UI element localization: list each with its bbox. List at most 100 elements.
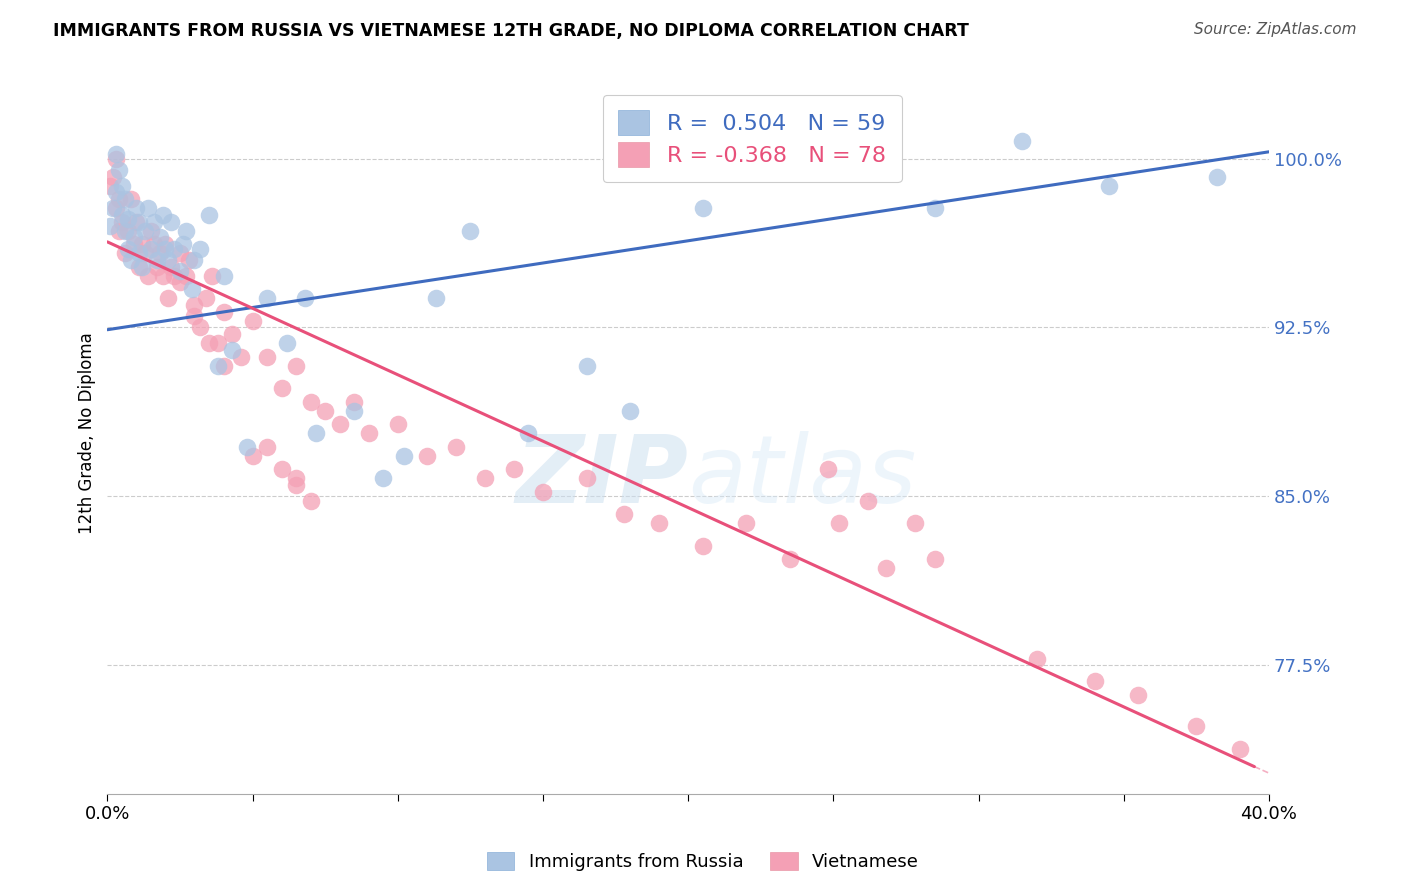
Point <box>692 201 714 215</box>
Point <box>131 260 153 274</box>
Point <box>152 268 174 283</box>
Point <box>817 462 839 476</box>
Point <box>517 426 540 441</box>
Point <box>125 201 148 215</box>
Point <box>1025 651 1047 665</box>
Point <box>648 516 671 531</box>
Point <box>212 359 235 373</box>
Point <box>1185 719 1208 733</box>
Point <box>924 201 946 215</box>
Point <box>108 224 131 238</box>
Point <box>242 449 264 463</box>
Point <box>305 426 328 441</box>
Point <box>270 381 292 395</box>
Point <box>221 327 243 342</box>
Text: ZIP: ZIP <box>515 431 688 523</box>
Point <box>229 350 252 364</box>
Point <box>149 230 172 244</box>
Point <box>285 478 308 492</box>
Point <box>163 268 186 283</box>
Point <box>169 264 191 278</box>
Point <box>108 192 131 206</box>
Point <box>98 219 121 234</box>
Point <box>904 516 927 531</box>
Point <box>1011 134 1033 148</box>
Point <box>828 516 851 531</box>
Point <box>256 291 278 305</box>
Point <box>142 237 165 252</box>
Point <box>117 242 139 256</box>
Point <box>136 268 159 283</box>
Point <box>207 359 229 373</box>
Point <box>114 192 136 206</box>
Point <box>157 291 180 305</box>
Point <box>155 237 177 252</box>
Point <box>155 242 177 256</box>
Point <box>111 178 134 193</box>
Point <box>1098 178 1121 193</box>
Point <box>1084 674 1107 689</box>
Point <box>1205 169 1227 184</box>
Point <box>299 494 322 508</box>
Point <box>117 212 139 227</box>
Point <box>329 417 352 432</box>
Point <box>735 516 758 531</box>
Point <box>212 268 235 283</box>
Point <box>149 246 172 260</box>
Point <box>195 291 218 305</box>
Point <box>392 449 415 463</box>
Point <box>103 169 125 184</box>
Point <box>122 237 145 252</box>
Point <box>285 359 308 373</box>
Point <box>207 336 229 351</box>
Point <box>125 214 148 228</box>
Point <box>1229 741 1251 756</box>
Text: Source: ZipAtlas.com: Source: ZipAtlas.com <box>1194 22 1357 37</box>
Point <box>128 260 150 274</box>
Point <box>1128 688 1150 702</box>
Point <box>503 462 526 476</box>
Point <box>212 304 235 318</box>
Point <box>160 214 183 228</box>
Point <box>619 404 641 418</box>
Point <box>105 147 128 161</box>
Point <box>198 208 221 222</box>
Point <box>139 242 162 256</box>
Point <box>357 426 380 441</box>
Point <box>531 484 554 499</box>
Point <box>136 201 159 215</box>
Point <box>270 462 292 476</box>
Point <box>613 508 636 522</box>
Point <box>174 268 197 283</box>
Point <box>201 268 224 283</box>
Point <box>692 539 714 553</box>
Point <box>575 471 598 485</box>
Point <box>131 237 153 252</box>
Point <box>1272 147 1295 161</box>
Point <box>236 440 259 454</box>
Point <box>242 314 264 328</box>
Point <box>139 224 162 238</box>
Point <box>875 561 897 575</box>
Point <box>134 224 156 238</box>
Point <box>575 359 598 373</box>
Point <box>103 201 125 215</box>
Point <box>256 350 278 364</box>
Legend: Immigrants from Russia, Vietnamese: Immigrants from Russia, Vietnamese <box>479 845 927 879</box>
Point <box>474 471 496 485</box>
Point <box>152 208 174 222</box>
Point <box>299 394 322 409</box>
Point <box>416 449 439 463</box>
Point <box>145 260 167 274</box>
Point <box>142 214 165 228</box>
Point <box>114 246 136 260</box>
Point <box>256 440 278 454</box>
Point <box>108 162 131 177</box>
Text: IMMIGRANTS FROM RUSSIA VS VIETNAMESE 12TH GRADE, NO DIPLOMA CORRELATION CHART: IMMIGRANTS FROM RUSSIA VS VIETNAMESE 12T… <box>53 22 969 40</box>
Point <box>128 246 150 260</box>
Point <box>444 440 467 454</box>
Point <box>285 471 308 485</box>
Point <box>851 156 873 170</box>
Point <box>343 394 366 409</box>
Point <box>114 224 136 238</box>
